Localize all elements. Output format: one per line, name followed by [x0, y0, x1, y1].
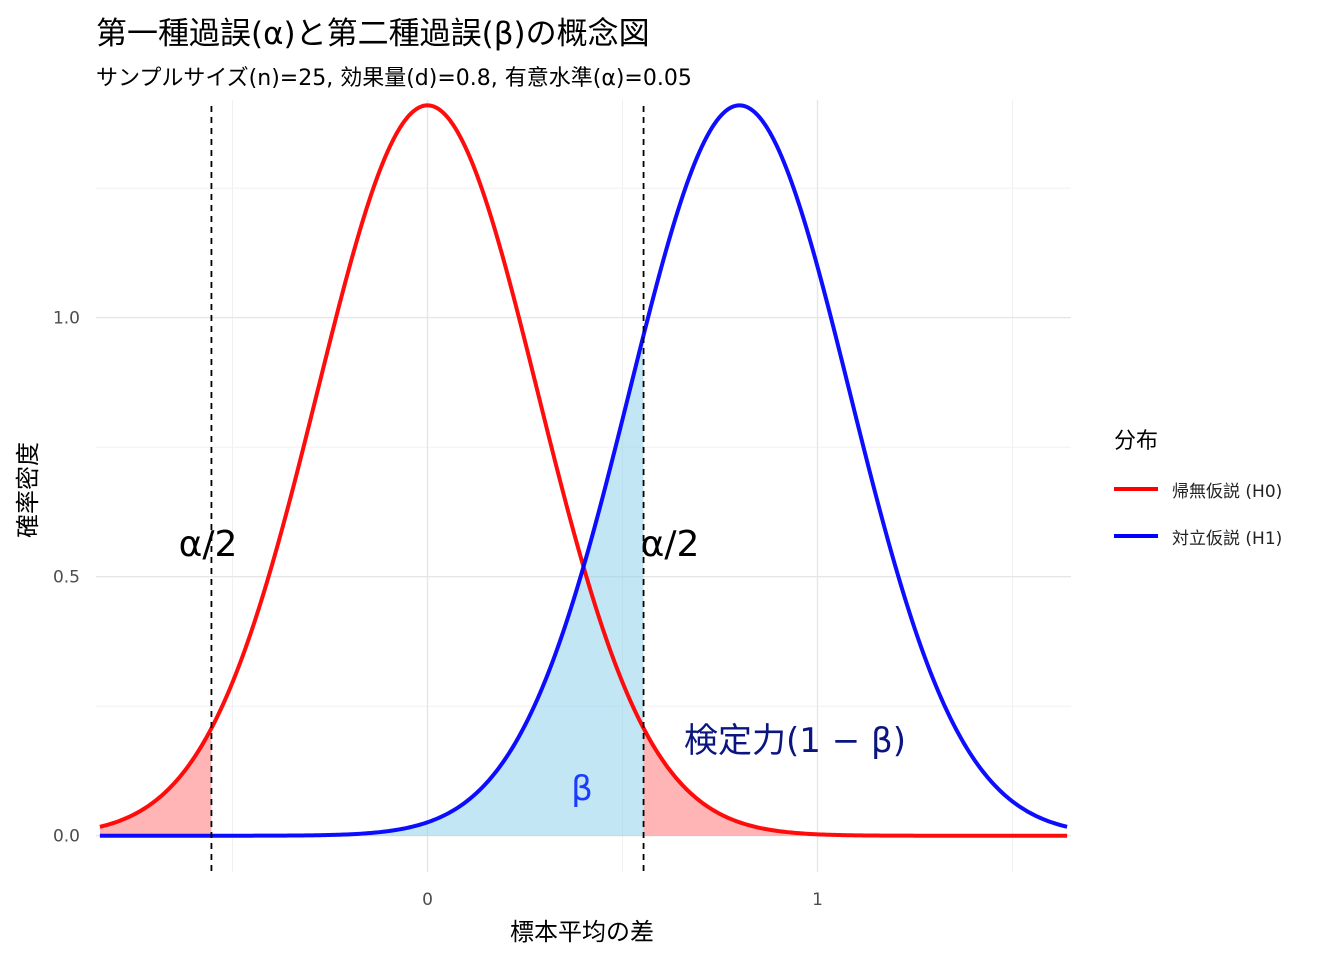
- series-line-h1: [99, 103, 1068, 838]
- chart-subtitle: サンプルサイズ(n)=25, 効果量(d)=0.8, 有意水準(α)=0.05: [96, 66, 692, 91]
- y-tick-label: 0.5: [53, 568, 80, 588]
- annotation-alpha-left: α/2: [179, 524, 238, 565]
- legend-title: 分布: [1114, 429, 1159, 454]
- y-tick-label: 0.0: [53, 827, 80, 847]
- distribution-curves: [99, 103, 1068, 838]
- shaded-regions: [99, 335, 1068, 836]
- legend-swatch-h0: [1114, 487, 1158, 491]
- x-tick-label: 0: [422, 890, 433, 910]
- shaded-region-alpha-0: [99, 728, 212, 836]
- critical-lines: [210, 106, 645, 872]
- legend-item-h1: 対立仮説 (H1): [1114, 521, 1282, 551]
- shaded-region-alpha-1: [643, 728, 1068, 836]
- legend-label-h1: 対立仮説 (H1): [1172, 528, 1283, 549]
- legend-item-h0: 帰無仮説 (H0): [1114, 474, 1282, 504]
- x-axis-label: 標本平均の差: [510, 918, 654, 946]
- chart-title: 第一種過誤(α)と第二種過誤(β)の概念図: [96, 16, 650, 52]
- annotation-power: 検定力(1 − β): [684, 721, 906, 761]
- y-tick-label: 1.0: [53, 309, 80, 329]
- legend-swatch-h1: [1114, 534, 1158, 538]
- axis-ticks: 0 1 0.0 0.5 1.0: [53, 309, 823, 910]
- annotation-beta: β: [571, 769, 593, 809]
- x-tick-label: 1: [812, 890, 823, 910]
- annotation-alpha-right: α/2: [641, 524, 700, 565]
- shaded-region-beta: [99, 335, 644, 836]
- y-axis-label: 確率密度: [14, 442, 42, 538]
- legend-label-h0: 帰無仮説 (H0): [1172, 481, 1283, 502]
